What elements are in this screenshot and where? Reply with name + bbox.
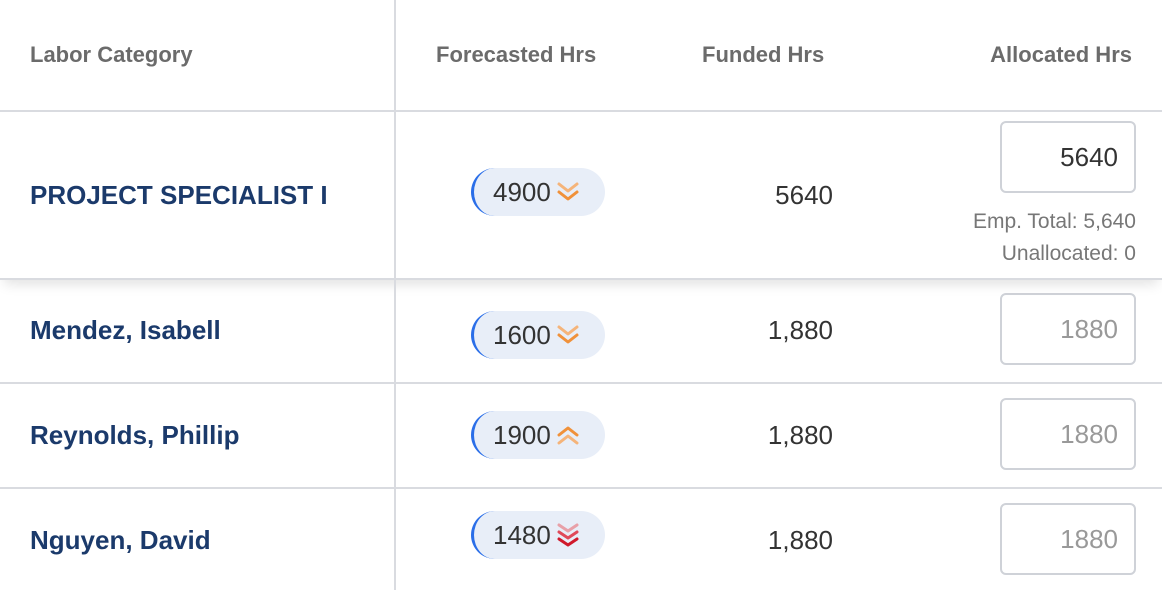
chevron-up-double-icon [557,426,579,445]
column-divider [394,0,396,590]
allocated-input[interactable]: 1880 [1000,398,1136,470]
forecast-value: 4900 [493,176,551,207]
table-header: Labor Category Forecasted Hrs Funded Hrs… [0,0,1162,112]
allocated-placeholder: 1880 [1060,523,1118,554]
category-row: PROJECT SPECIALIST I 4900 5640 5640 Emp.… [0,112,1162,280]
employee-name[interactable]: Reynolds, Phillip [30,420,240,450]
emp-total: Emp. Total: 5,640 [972,210,1136,233]
forecast-value: 1600 [493,319,551,350]
forecast-pill: 4900 [471,168,605,216]
table-row: Reynolds, Phillip 1900 1,880 1880 [0,384,1162,489]
header-allocated-hrs[interactable]: Allocated Hrs [990,42,1132,67]
allocated-input[interactable]: 1880 [1000,293,1136,365]
header-labor-category[interactable]: Labor Category [30,42,193,67]
forecast-pill: 1480 [471,511,605,559]
forecast-value: 1900 [493,419,551,450]
unallocated: Unallocated: 0 [1001,242,1136,265]
employee-name[interactable]: Nguyen, David [30,525,211,555]
header-forecasted-hrs[interactable]: Forecasted Hrs [436,42,597,67]
table-row: Mendez, Isabell 1600 1,880 1880 [0,280,1162,384]
allocated-placeholder: 1880 [1060,418,1118,449]
header-funded-hrs[interactable]: Funded Hrs [702,42,825,67]
forecast-pill: 1900 [471,411,605,459]
chevron-down-double-icon [557,325,579,344]
category-name[interactable]: PROJECT SPECIALIST I [30,180,328,210]
allocated-input[interactable]: 1880 [1000,503,1136,575]
funded-value: 1,880 [767,525,833,555]
chevron-down-double-icon [557,182,579,201]
forecast-value: 1480 [493,519,551,550]
allocated-input[interactable]: 5640 [1000,121,1136,193]
funded-value: 1,880 [767,420,833,450]
chevron-down-triple-icon [557,523,579,547]
funded-value: 5640 [775,180,833,210]
allocated-placeholder: 1880 [1060,313,1118,344]
employee-name[interactable]: Mendez, Isabell [30,315,221,345]
funded-value: 1,880 [767,315,833,345]
table-row: Nguyen, David 1480 1,880 1880 [0,489,1162,590]
forecast-pill: 1600 [471,311,605,359]
